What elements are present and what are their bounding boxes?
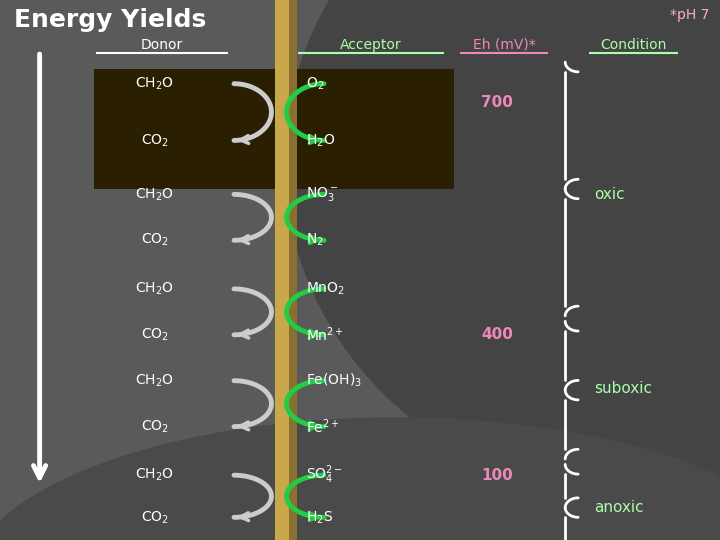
Text: $\mathregular{MnO_2}$: $\mathregular{MnO_2}$ bbox=[306, 281, 345, 297]
Text: $\mathregular{H_2O}$: $\mathregular{H_2O}$ bbox=[306, 132, 336, 149]
Text: 400: 400 bbox=[481, 327, 513, 342]
Text: $\mathregular{CH_2O}$: $\mathregular{CH_2O}$ bbox=[135, 467, 174, 483]
FancyBboxPatch shape bbox=[289, 0, 297, 540]
Text: anoxic: anoxic bbox=[594, 500, 644, 515]
Ellipse shape bbox=[284, 0, 720, 505]
Text: $\mathregular{CO_2}$: $\mathregular{CO_2}$ bbox=[141, 509, 168, 525]
Text: $\mathregular{Fe^{2+}}$: $\mathregular{Fe^{2+}}$ bbox=[306, 417, 340, 436]
Text: Condition: Condition bbox=[600, 38, 667, 52]
Text: $\mathregular{CO_2}$: $\mathregular{CO_2}$ bbox=[141, 132, 168, 149]
Text: suboxic: suboxic bbox=[594, 381, 652, 396]
Text: 700: 700 bbox=[481, 95, 513, 110]
Text: $\mathregular{NO_3^-}$: $\mathregular{NO_3^-}$ bbox=[306, 185, 338, 204]
FancyBboxPatch shape bbox=[94, 69, 454, 189]
Text: $\mathregular{CO_2}$: $\mathregular{CO_2}$ bbox=[141, 232, 168, 248]
Text: $\mathregular{CH_2O}$: $\mathregular{CH_2O}$ bbox=[135, 76, 174, 92]
Text: $\mathregular{Fe(OH)_3}$: $\mathregular{Fe(OH)_3}$ bbox=[306, 372, 362, 389]
Text: $\mathregular{CH_2O}$: $\mathregular{CH_2O}$ bbox=[135, 373, 174, 389]
Text: Acceptor: Acceptor bbox=[340, 38, 402, 52]
Text: $\mathregular{CH_2O}$: $\mathregular{CH_2O}$ bbox=[135, 186, 174, 202]
Text: $\mathregular{Mn^{2+}}$: $\mathregular{Mn^{2+}}$ bbox=[306, 326, 344, 344]
Text: $\mathregular{H_2S}$: $\mathregular{H_2S}$ bbox=[306, 509, 333, 525]
Text: Energy Yields: Energy Yields bbox=[14, 8, 207, 32]
Text: 100: 100 bbox=[481, 468, 513, 483]
Ellipse shape bbox=[0, 417, 720, 540]
Text: Donor: Donor bbox=[141, 38, 183, 52]
Text: $\mathregular{SO_4^{2-}}$: $\mathregular{SO_4^{2-}}$ bbox=[306, 464, 343, 487]
Text: *pH 7: *pH 7 bbox=[670, 8, 709, 22]
Text: oxic: oxic bbox=[594, 187, 625, 202]
Text: $\mathregular{CO_2}$: $\mathregular{CO_2}$ bbox=[141, 418, 168, 435]
Text: $\mathregular{N_2}$: $\mathregular{N_2}$ bbox=[306, 232, 324, 248]
Text: $\mathregular{O_2}$: $\mathregular{O_2}$ bbox=[306, 76, 324, 92]
Text: $\mathregular{CH_2O}$: $\mathregular{CH_2O}$ bbox=[135, 281, 174, 297]
FancyBboxPatch shape bbox=[275, 0, 297, 540]
Text: Eh (mV)*: Eh (mV)* bbox=[472, 38, 536, 52]
Text: $\mathregular{CO_2}$: $\mathregular{CO_2}$ bbox=[141, 327, 168, 343]
